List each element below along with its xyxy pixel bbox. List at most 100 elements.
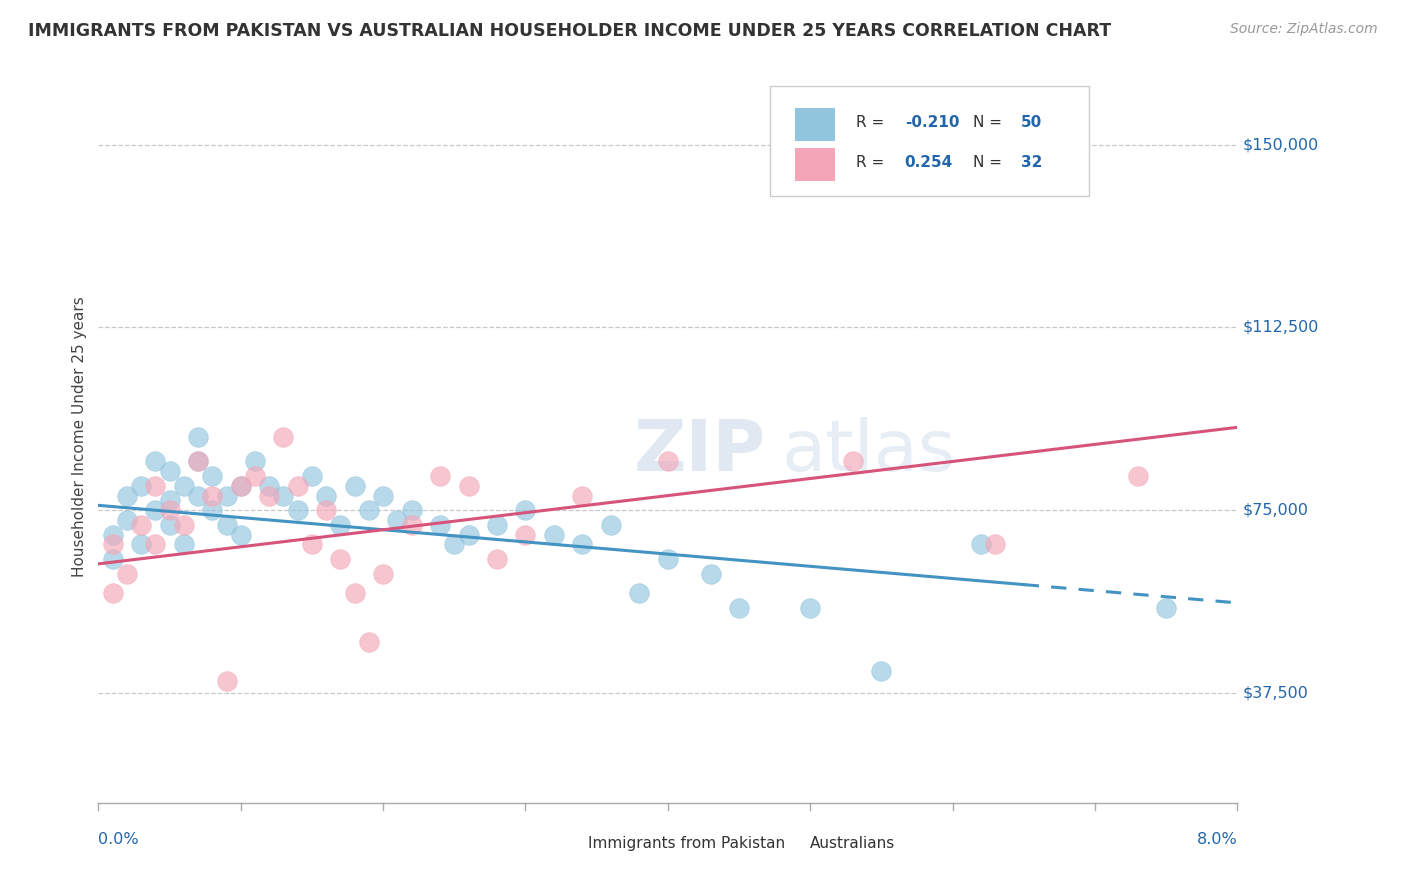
Point <box>401 517 423 532</box>
FancyBboxPatch shape <box>796 148 835 181</box>
Text: N =: N = <box>973 115 1007 130</box>
Point <box>187 454 209 468</box>
Point <box>229 479 252 493</box>
Point <box>129 517 152 532</box>
Point <box>159 517 181 532</box>
FancyBboxPatch shape <box>796 108 835 141</box>
Point <box>970 537 993 551</box>
Point <box>129 537 152 551</box>
Point <box>115 513 138 527</box>
Point <box>173 479 195 493</box>
Point <box>315 489 337 503</box>
Point <box>145 503 167 517</box>
Text: $37,500: $37,500 <box>1243 686 1309 700</box>
Point <box>215 517 238 532</box>
Point <box>215 489 238 503</box>
Point <box>187 489 209 503</box>
Point <box>301 537 323 551</box>
Point <box>201 489 224 503</box>
Text: Australians: Australians <box>810 836 896 851</box>
Point <box>115 489 138 503</box>
Point <box>443 537 465 551</box>
Text: 8.0%: 8.0% <box>1197 832 1237 847</box>
Point <box>457 479 479 493</box>
Point <box>984 537 1007 551</box>
Point <box>201 503 224 517</box>
Point <box>301 469 323 483</box>
Text: Source: ZipAtlas.com: Source: ZipAtlas.com <box>1230 22 1378 37</box>
Point <box>273 489 295 503</box>
Point <box>101 586 124 600</box>
Point <box>315 503 337 517</box>
Point <box>101 537 124 551</box>
Text: -0.210: -0.210 <box>904 115 959 130</box>
Text: R =: R = <box>856 155 889 170</box>
Point <box>159 464 181 478</box>
Point <box>129 479 152 493</box>
Point <box>657 552 679 566</box>
Point <box>259 479 281 493</box>
Point <box>101 527 124 541</box>
Point <box>229 527 252 541</box>
Point <box>699 566 721 581</box>
Y-axis label: Householder Income Under 25 years: Householder Income Under 25 years <box>72 297 87 577</box>
Text: $112,500: $112,500 <box>1243 320 1319 334</box>
Point <box>1126 469 1149 483</box>
Point <box>429 517 451 532</box>
Point <box>387 513 409 527</box>
Point <box>343 586 366 600</box>
Point <box>287 503 309 517</box>
Point <box>115 566 138 581</box>
Text: $150,000: $150,000 <box>1243 137 1319 152</box>
Point <box>159 503 181 517</box>
Text: N =: N = <box>973 155 1007 170</box>
Point <box>229 479 252 493</box>
Point <box>173 537 195 551</box>
Text: IMMIGRANTS FROM PAKISTAN VS AUSTRALIAN HOUSEHOLDER INCOME UNDER 25 YEARS CORRELA: IMMIGRANTS FROM PAKISTAN VS AUSTRALIAN H… <box>28 22 1111 40</box>
Point <box>571 537 593 551</box>
Point <box>799 600 821 615</box>
FancyBboxPatch shape <box>770 830 799 855</box>
Point <box>173 517 195 532</box>
Point <box>201 469 224 483</box>
Point <box>870 664 893 678</box>
Point <box>159 493 181 508</box>
Point <box>657 454 679 468</box>
Point <box>187 430 209 444</box>
Point <box>243 454 266 468</box>
Text: 0.0%: 0.0% <box>98 832 139 847</box>
Point <box>515 527 537 541</box>
Point <box>357 503 380 517</box>
Point <box>486 517 509 532</box>
Point <box>401 503 423 517</box>
Text: Immigrants from Pakistan: Immigrants from Pakistan <box>588 836 786 851</box>
Point <box>357 635 380 649</box>
Text: 32: 32 <box>1021 155 1042 170</box>
Point <box>371 489 394 503</box>
Point <box>343 479 366 493</box>
Point <box>215 673 238 688</box>
Point <box>728 600 751 615</box>
Point <box>259 489 281 503</box>
Point <box>571 489 593 503</box>
Point <box>486 552 509 566</box>
Text: R =: R = <box>856 115 889 130</box>
Point <box>145 479 167 493</box>
Text: atlas: atlas <box>782 417 956 486</box>
Point <box>371 566 394 581</box>
Point <box>1154 600 1177 615</box>
Point <box>101 552 124 566</box>
Point <box>329 517 352 532</box>
Text: 50: 50 <box>1021 115 1042 130</box>
Point <box>429 469 451 483</box>
Text: ZIP: ZIP <box>634 417 766 486</box>
Point <box>628 586 651 600</box>
Point <box>287 479 309 493</box>
Point <box>145 454 167 468</box>
Point <box>842 454 865 468</box>
Point <box>543 527 565 541</box>
Point <box>243 469 266 483</box>
Point <box>187 454 209 468</box>
Point <box>457 527 479 541</box>
Point <box>145 537 167 551</box>
